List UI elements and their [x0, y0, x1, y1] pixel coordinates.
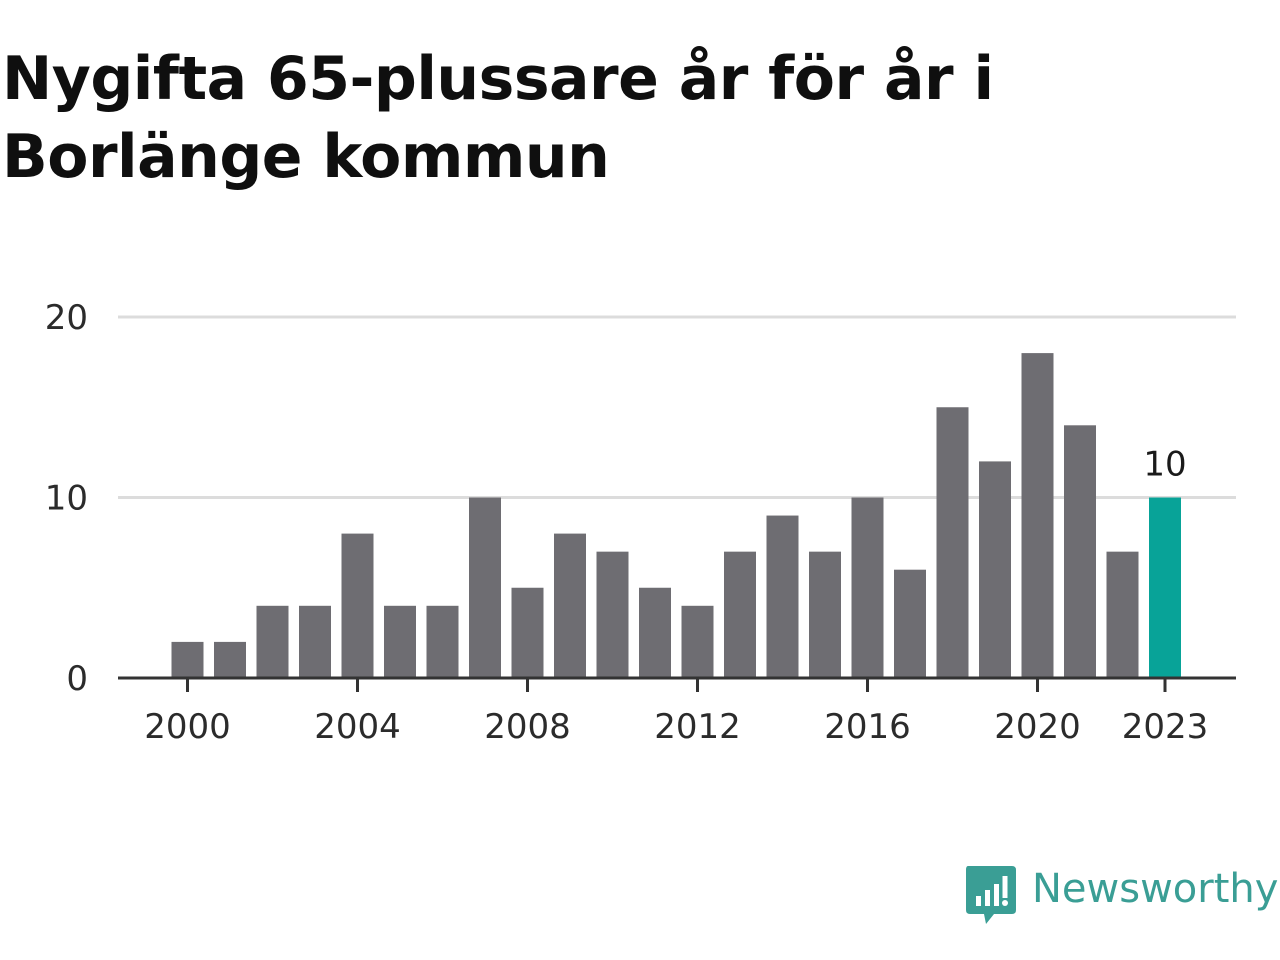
bar-2022: [1106, 551, 1139, 678]
y-tick-label-0: 0: [66, 659, 88, 699]
bar-2000: [171, 641, 204, 678]
y-tick-label-10: 10: [45, 479, 88, 519]
axes: [118, 676, 1236, 692]
bar-2002: [256, 605, 289, 678]
bar-2010: [596, 551, 629, 678]
chart-title: Nygifta 65-plussare år för år i Borlänge…: [2, 44, 994, 192]
bars: [171, 353, 1181, 678]
x-tick-label-2000: 2000: [144, 707, 231, 747]
bar-2004: [341, 533, 374, 678]
bar-2007: [469, 497, 501, 678]
bar-2020: [1021, 353, 1054, 678]
logo-text: Newsworthy: [1032, 866, 1279, 912]
bar-2016: [851, 497, 884, 678]
bar-2012: [681, 605, 714, 678]
x-tick-label-2004: 2004: [314, 707, 401, 747]
bar-2019: [979, 461, 1011, 678]
x-tick-label-2012: 2012: [654, 707, 741, 747]
data-label-2023: 10: [1143, 445, 1186, 485]
newsworthy-chart-bubble-icon: [966, 866, 1016, 924]
bar-2001: [214, 641, 246, 678]
bar-2006: [426, 605, 459, 678]
bar-2021: [1064, 425, 1096, 678]
bar-chart: 0 10 20 10 2000 2004 2008 2012 2016 2020 2023: [45, 298, 1236, 747]
y-tick-label-20: 20: [45, 298, 88, 338]
labels: 0 10 20 10 2000 2004 2008 2012 2016 2020 2023: [45, 298, 1209, 747]
bar-2011: [639, 587, 671, 678]
bar-2008: [511, 587, 544, 678]
bar-2003: [299, 605, 331, 678]
bar-2005: [384, 605, 416, 678]
bar-2015: [809, 551, 841, 678]
bar-2009: [554, 533, 586, 678]
bar-2017: [894, 569, 926, 678]
x-tick-label-2008: 2008: [484, 707, 571, 747]
x-tick-label-2023: 2023: [1122, 707, 1209, 747]
bar-2023: [1149, 497, 1181, 678]
x-tick-label-2020: 2020: [994, 707, 1081, 747]
bar-2013: [724, 551, 756, 678]
bar-2018: [936, 407, 969, 678]
x-tick-label-2016: 2016: [824, 707, 911, 747]
bar-2014: [766, 515, 799, 678]
newsworthy-logo: Newsworthy: [964, 864, 1280, 928]
